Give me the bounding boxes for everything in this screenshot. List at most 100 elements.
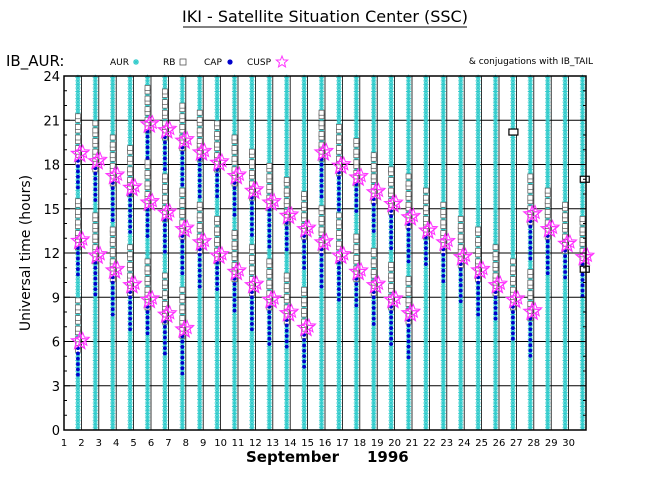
aur-point	[458, 195, 464, 201]
cap-point	[197, 194, 202, 199]
aur-point	[266, 396, 272, 403]
aur-point	[197, 95, 203, 102]
aur-point	[579, 202, 586, 208]
aur-point	[92, 219, 98, 226]
aur-point	[562, 396, 568, 403]
cap-point	[163, 244, 167, 249]
aur-point	[562, 92, 568, 98]
cap-point	[354, 282, 359, 287]
aur-point	[301, 425, 307, 431]
aur-point	[353, 396, 359, 403]
aur-point	[562, 127, 568, 134]
aur-point	[318, 425, 325, 431]
aur-point	[144, 166, 151, 172]
aur-point	[423, 365, 429, 371]
cusp-star	[139, 192, 160, 212]
cap-point	[371, 213, 376, 217]
aur-point	[510, 110, 516, 116]
aur-point	[440, 177, 446, 183]
aur-point	[197, 99, 203, 105]
aur-point	[92, 326, 98, 332]
cusp-star	[122, 275, 142, 294]
aur-point	[562, 280, 568, 286]
aur-point	[266, 131, 272, 137]
rb-point	[353, 244, 360, 251]
aur-point	[405, 188, 412, 194]
aur-point	[388, 92, 394, 98]
cap-point	[180, 355, 185, 360]
aur-point	[492, 318, 499, 325]
aur-point	[527, 113, 533, 119]
aur-point	[179, 283, 185, 289]
aur-point	[249, 386, 255, 392]
aur-point	[371, 145, 377, 151]
aur-point	[562, 350, 568, 357]
aur-point	[388, 418, 394, 424]
aur-point	[440, 368, 446, 374]
aur-point	[318, 347, 325, 353]
aur-point	[75, 74, 81, 80]
aur-point	[579, 357, 586, 364]
cap-point	[267, 331, 272, 336]
aur-point	[371, 180, 377, 187]
aur-point	[318, 265, 325, 272]
rb-point	[370, 269, 377, 275]
aur-point	[440, 379, 446, 385]
cap-point	[389, 219, 394, 224]
aur-point	[92, 414, 98, 420]
aur-point	[423, 421, 429, 427]
aur-point	[545, 365, 551, 371]
aur-point	[197, 347, 203, 353]
aur-point	[197, 354, 203, 360]
aur-point	[249, 347, 255, 353]
aur-point	[301, 159, 307, 165]
aur-point	[301, 184, 307, 190]
aur-point	[475, 170, 481, 176]
cap-point	[528, 235, 533, 240]
x-tick-label: 26	[493, 438, 506, 449]
aur-point	[231, 188, 238, 194]
aur-point	[127, 354, 133, 360]
aur-point	[92, 361, 98, 367]
aur-point	[492, 156, 499, 162]
aur-point	[492, 297, 499, 303]
rb-point	[318, 205, 325, 212]
aur-point	[475, 315, 481, 321]
aur-point	[110, 223, 116, 229]
aur-point	[405, 141, 412, 148]
aur-point	[249, 414, 255, 420]
aur-point	[197, 308, 203, 314]
aur-point	[127, 113, 133, 119]
rb-point	[283, 177, 290, 183]
aur-point	[562, 88, 568, 95]
cap-point	[337, 191, 341, 196]
aur-point	[475, 92, 481, 98]
cap-point	[163, 340, 167, 345]
aur-point	[510, 365, 516, 371]
cap-point	[110, 202, 115, 207]
aur-point	[440, 78, 446, 84]
rb-point	[301, 201, 307, 208]
aur-point	[110, 425, 116, 431]
aur-point	[318, 343, 325, 349]
aur-point	[510, 361, 516, 367]
aur-point	[492, 403, 499, 410]
aur-point	[127, 106, 133, 112]
aur-point	[475, 78, 481, 84]
aur-point	[127, 340, 133, 346]
aur-point	[440, 393, 446, 399]
aur-point	[75, 322, 81, 328]
aur-point	[231, 85, 238, 91]
rb-point	[440, 201, 447, 208]
aur-point	[492, 78, 499, 84]
aur-point	[127, 95, 133, 102]
aur-point	[353, 212, 359, 218]
cap-point	[250, 300, 254, 305]
aur-point	[475, 411, 481, 417]
aur-point	[249, 124, 255, 130]
aur-point	[336, 237, 342, 243]
aur-point	[318, 92, 325, 98]
aur-point	[423, 340, 429, 346]
cap-point	[580, 272, 585, 277]
aur-point	[249, 333, 255, 339]
